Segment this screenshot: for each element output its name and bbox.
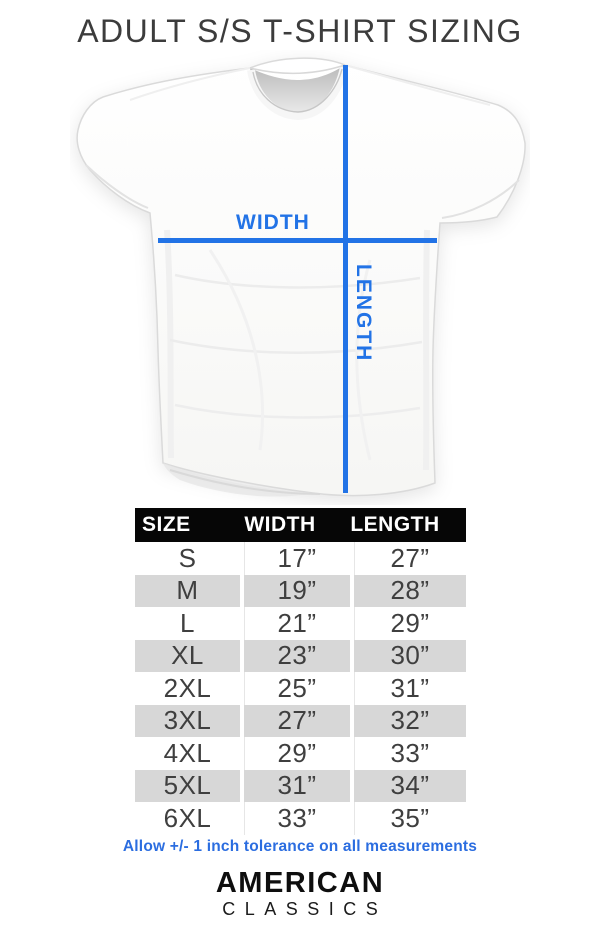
length-measure-line xyxy=(343,65,348,493)
cell-width: 33” xyxy=(240,802,350,835)
cell-length: 31” xyxy=(350,672,466,705)
cell-size: 3XL xyxy=(135,704,240,737)
table-row: 6XL 33” 35” xyxy=(135,802,466,835)
cell-size: 6XL xyxy=(135,802,240,835)
cell-length: 27” xyxy=(350,542,466,575)
table-row: 3XL 27” 32” xyxy=(135,704,466,737)
brand-logo: AMERICAN CLASSICS xyxy=(0,867,600,919)
table-row: 4XL 29” 33” xyxy=(135,737,466,770)
tolerance-note: Allow +/- 1 inch tolerance on all measur… xyxy=(122,838,478,855)
width-label: WIDTH xyxy=(236,211,310,234)
cell-size: M xyxy=(135,574,240,607)
tshirt-diagram: WIDTH LENGTH xyxy=(70,50,530,505)
header-size: SIZE xyxy=(142,513,191,536)
cell-length: 34” xyxy=(350,769,466,802)
cell-size: XL xyxy=(135,639,240,672)
cell-width: 21” xyxy=(240,607,350,640)
cell-size: S xyxy=(135,542,240,575)
header-width: WIDTH xyxy=(244,513,316,536)
cell-width: 23” xyxy=(240,639,350,672)
cell-width: 19” xyxy=(240,574,350,607)
cell-width: 27” xyxy=(240,704,350,737)
shirt-body xyxy=(76,57,526,497)
cell-length: 32” xyxy=(350,704,466,737)
cell-width: 25” xyxy=(240,672,350,705)
header-length: LENGTH xyxy=(350,513,440,536)
cell-size: 4XL xyxy=(135,737,240,770)
table-row: S 17” 27” xyxy=(135,542,466,575)
cell-length: 33” xyxy=(350,737,466,770)
table-row: XL 23” 30” xyxy=(135,639,466,672)
shirt-collar-band xyxy=(247,66,348,121)
length-label: LENGTH xyxy=(352,264,375,363)
table-row: 2XL 25” 31” xyxy=(135,672,466,705)
cell-length: 29” xyxy=(350,607,466,640)
brand-name-top: AMERICAN xyxy=(215,867,385,899)
width-measure-line xyxy=(158,238,437,243)
size-table-header: SIZE WIDTH LENGTH xyxy=(135,508,466,542)
table-row: M 19” 28” xyxy=(135,574,466,607)
brand-name-bottom: CLASSICS xyxy=(222,899,388,919)
cell-length: 30” xyxy=(350,639,466,672)
cell-size: L xyxy=(135,607,240,640)
cell-size: 5XL xyxy=(135,769,240,802)
cell-width: 29” xyxy=(240,737,350,770)
cell-width: 31” xyxy=(240,769,350,802)
cell-width: 17” xyxy=(240,542,350,575)
page-title: ADULT S/S T-SHIRT SIZING xyxy=(77,13,523,49)
tshirt-illustration xyxy=(76,57,526,497)
cell-size: 2XL xyxy=(135,672,240,705)
table-row: 5XL 31” 34” xyxy=(135,769,466,802)
size-table: SIZE WIDTH LENGTH S 17” 27” M 19” 28” L … xyxy=(135,508,466,835)
cell-length: 28” xyxy=(350,574,466,607)
cell-length: 35” xyxy=(350,802,466,835)
table-row: L 21” 29” xyxy=(135,607,466,640)
